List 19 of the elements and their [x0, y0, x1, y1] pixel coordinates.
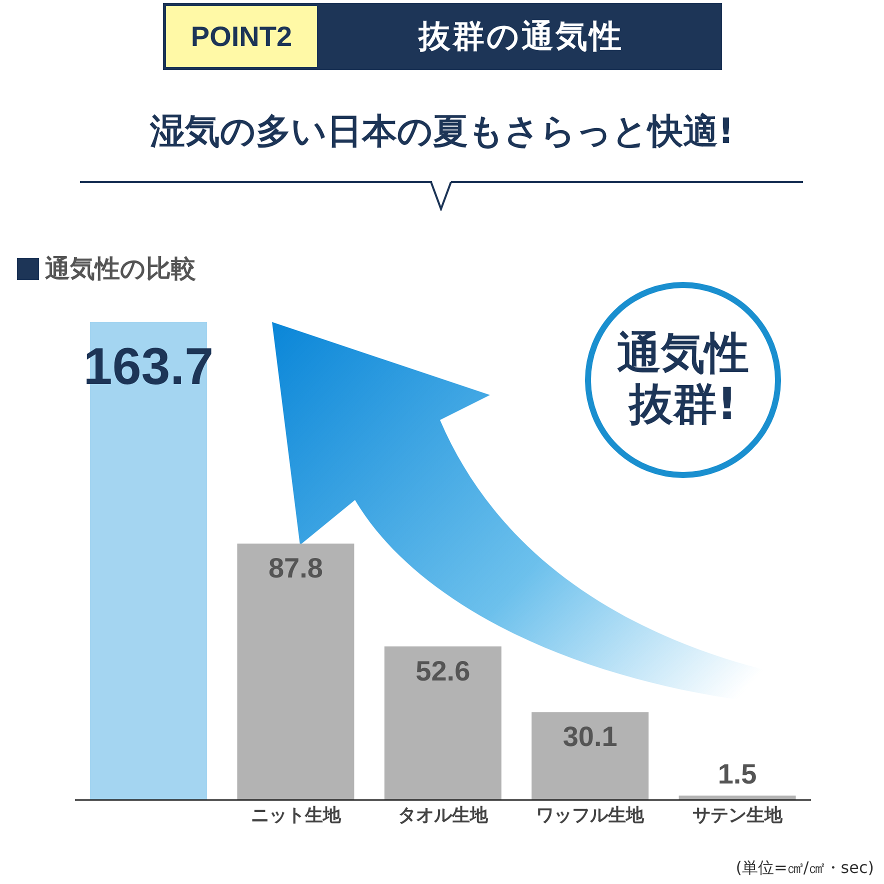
data-label: 87.8 — [268, 552, 323, 584]
bar — [532, 712, 649, 800]
chart-title: 抜群の通気性 — [320, 3, 722, 70]
x-tick-label: ワッフル生地 — [536, 804, 646, 826]
bar — [678, 796, 796, 800]
text: 通気性の比較 — [45, 253, 196, 285]
data-label: 52.6 — [416, 655, 470, 686]
annotation: 通気性 — [617, 328, 749, 380]
data-label: 1.5 — [718, 758, 757, 790]
bar — [384, 646, 502, 800]
data-label: 30.1 — [562, 721, 618, 752]
annotation: 抜群! — [628, 379, 738, 431]
x-tick-label: タオル生地 — [398, 804, 489, 826]
x-tick-label: ニット生地 — [250, 804, 342, 826]
x-tick-label: サテン生地 — [692, 804, 784, 826]
text: POINT2 — [163, 3, 320, 70]
chart-subtitle: 湿気の多い日本の夏もさらっと快適! — [148, 111, 735, 154]
bar — [237, 544, 354, 800]
text: (単位=㎤/㎠・sec) — [736, 858, 874, 879]
